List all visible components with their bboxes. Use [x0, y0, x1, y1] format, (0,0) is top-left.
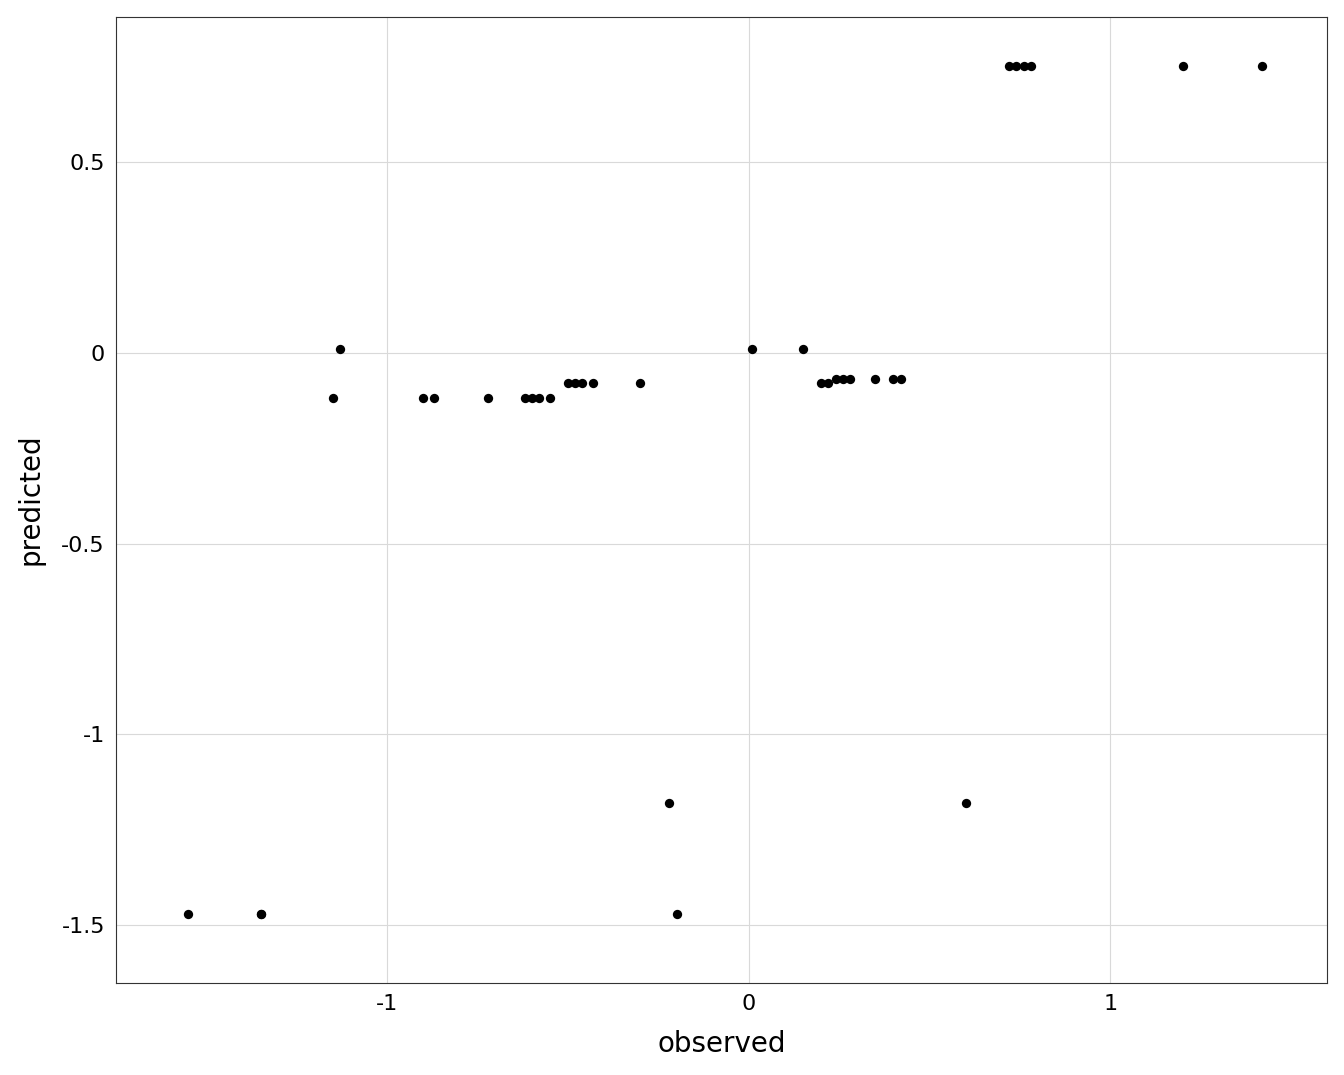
Point	[323, 390, 344, 407]
X-axis label: observed: observed	[657, 1030, 786, 1058]
Point	[528, 390, 550, 407]
Point	[177, 905, 199, 922]
Point	[817, 374, 839, 391]
Point	[810, 374, 832, 391]
Point	[1013, 58, 1035, 75]
Point	[1005, 58, 1027, 75]
Point	[250, 905, 271, 922]
Point	[832, 371, 853, 388]
Point	[629, 374, 650, 391]
Point	[582, 374, 603, 391]
Point	[423, 390, 445, 407]
Point	[477, 390, 499, 407]
Y-axis label: predicted: predicted	[16, 434, 44, 565]
Point	[521, 390, 543, 407]
Point	[956, 794, 977, 812]
Point	[1020, 58, 1042, 75]
Point	[413, 390, 434, 407]
Point	[329, 340, 351, 357]
Point	[825, 371, 847, 388]
Point	[864, 371, 886, 388]
Point	[539, 390, 560, 407]
Point	[1251, 58, 1273, 75]
Point	[1172, 58, 1193, 75]
Point	[793, 340, 814, 357]
Point	[659, 794, 680, 812]
Point	[999, 58, 1020, 75]
Point	[890, 371, 911, 388]
Point	[564, 374, 586, 391]
Point	[665, 905, 687, 922]
Point	[558, 374, 579, 391]
Point	[513, 390, 535, 407]
Point	[250, 905, 271, 922]
Point	[742, 340, 763, 357]
Point	[883, 371, 905, 388]
Point	[571, 374, 593, 391]
Point	[839, 371, 860, 388]
